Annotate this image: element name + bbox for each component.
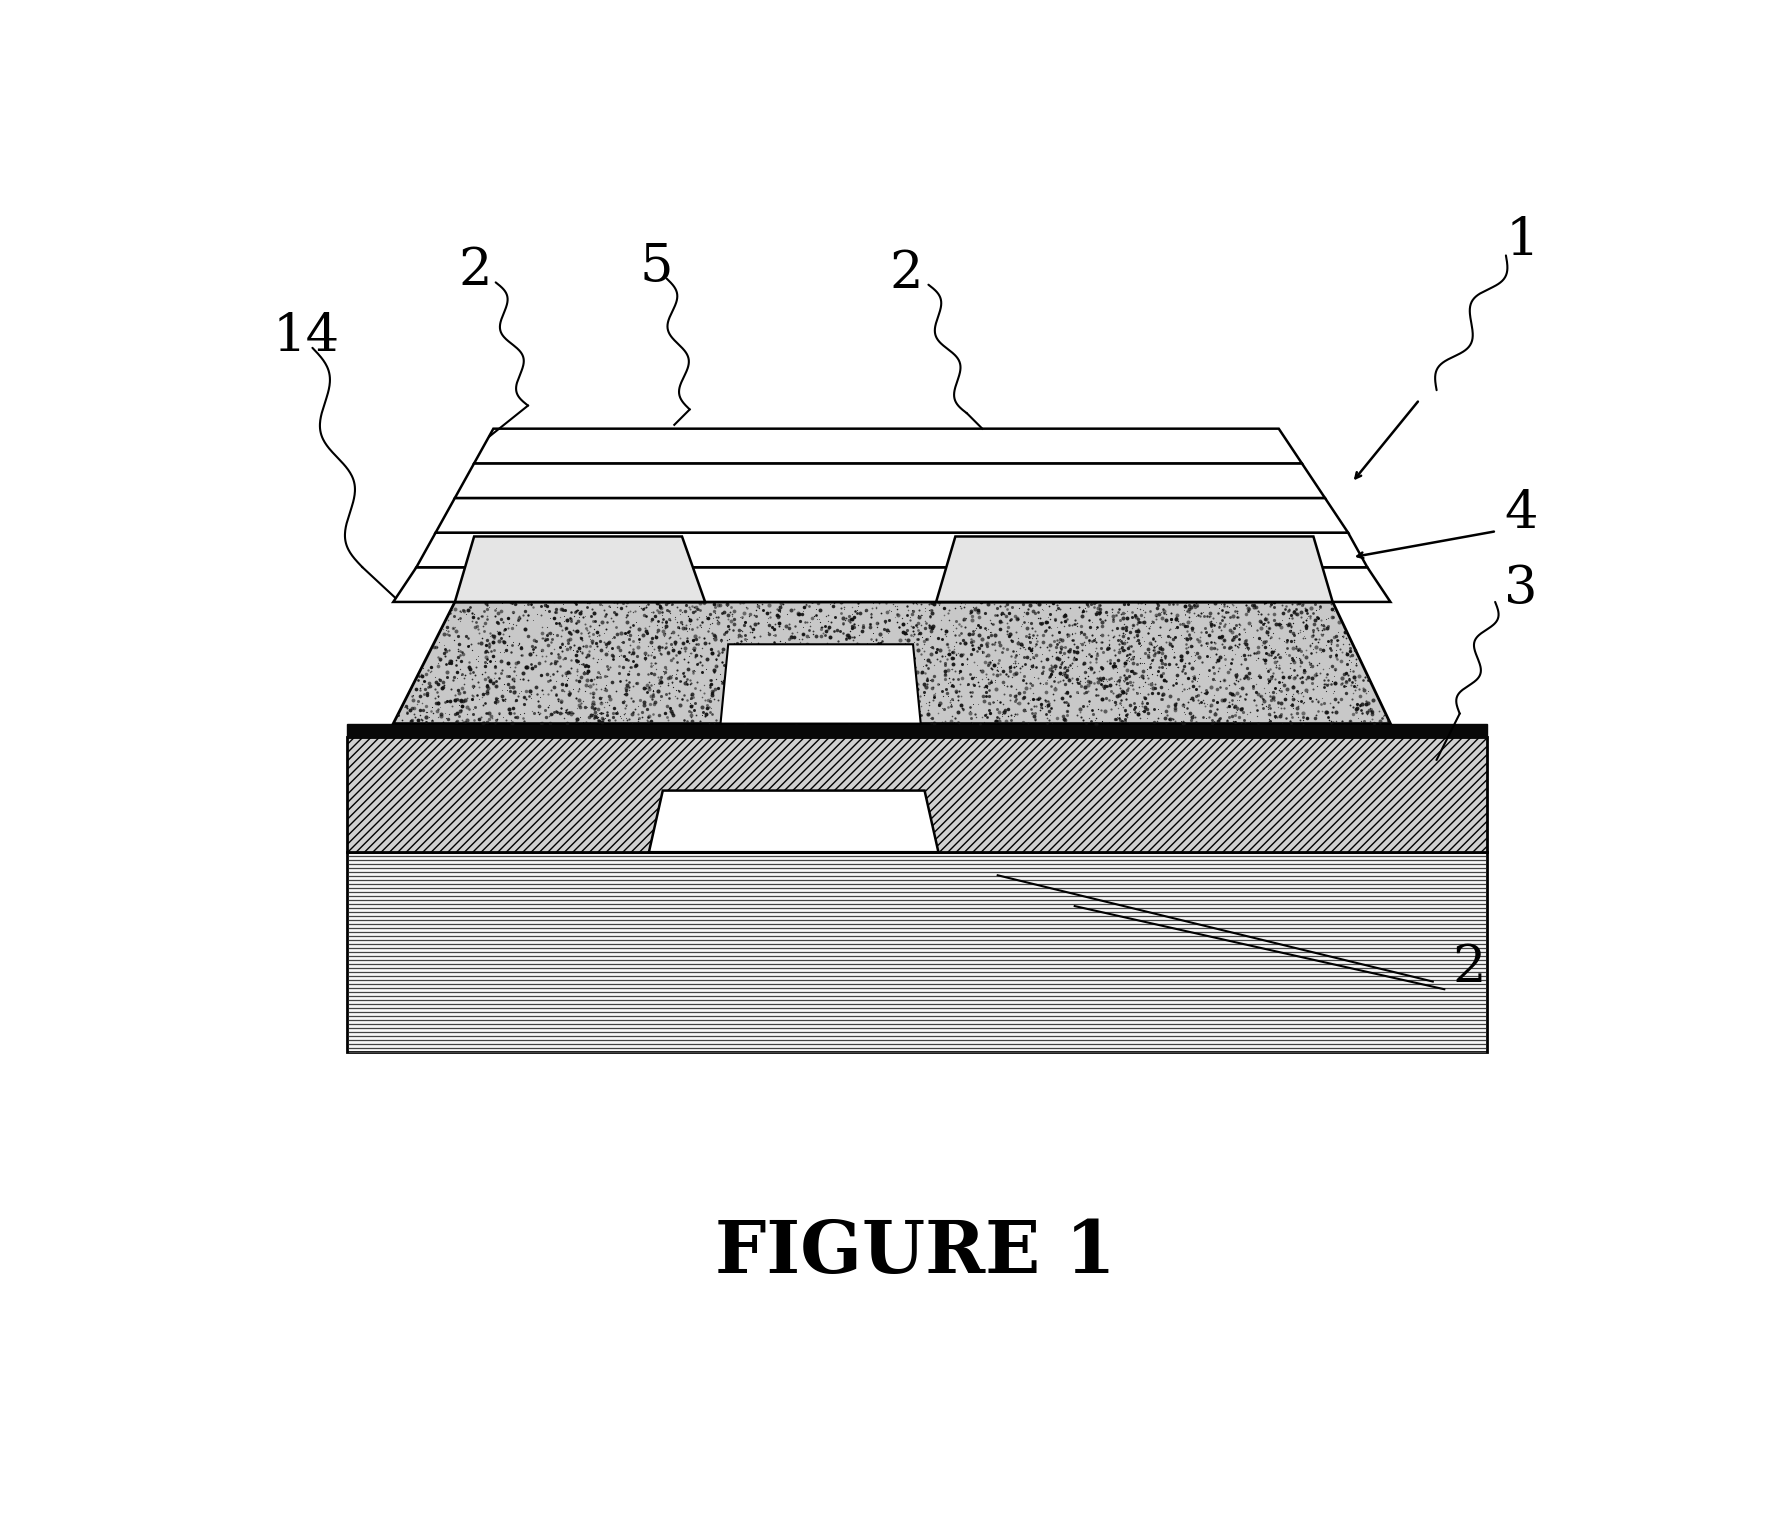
Text: 2: 2 (889, 248, 923, 299)
Text: 14: 14 (273, 311, 339, 362)
Polygon shape (455, 463, 1325, 498)
Polygon shape (455, 536, 705, 602)
Polygon shape (720, 644, 922, 723)
Polygon shape (648, 790, 938, 852)
Polygon shape (393, 567, 1391, 602)
Polygon shape (473, 428, 1302, 463)
Polygon shape (393, 602, 1391, 723)
Polygon shape (346, 723, 1486, 737)
Polygon shape (416, 533, 1368, 567)
Text: 2: 2 (1452, 942, 1486, 993)
Polygon shape (346, 737, 1486, 852)
Text: 3: 3 (1504, 564, 1538, 614)
Text: 4: 4 (1504, 488, 1538, 539)
Polygon shape (936, 536, 1332, 602)
Polygon shape (936, 536, 1332, 602)
Text: 1: 1 (1506, 214, 1540, 266)
Text: 2: 2 (459, 246, 493, 296)
Text: FIGURE 1: FIGURE 1 (714, 1217, 1116, 1288)
Polygon shape (346, 852, 1486, 1053)
Polygon shape (455, 536, 705, 602)
Text: 5: 5 (639, 242, 673, 293)
Polygon shape (436, 498, 1348, 533)
